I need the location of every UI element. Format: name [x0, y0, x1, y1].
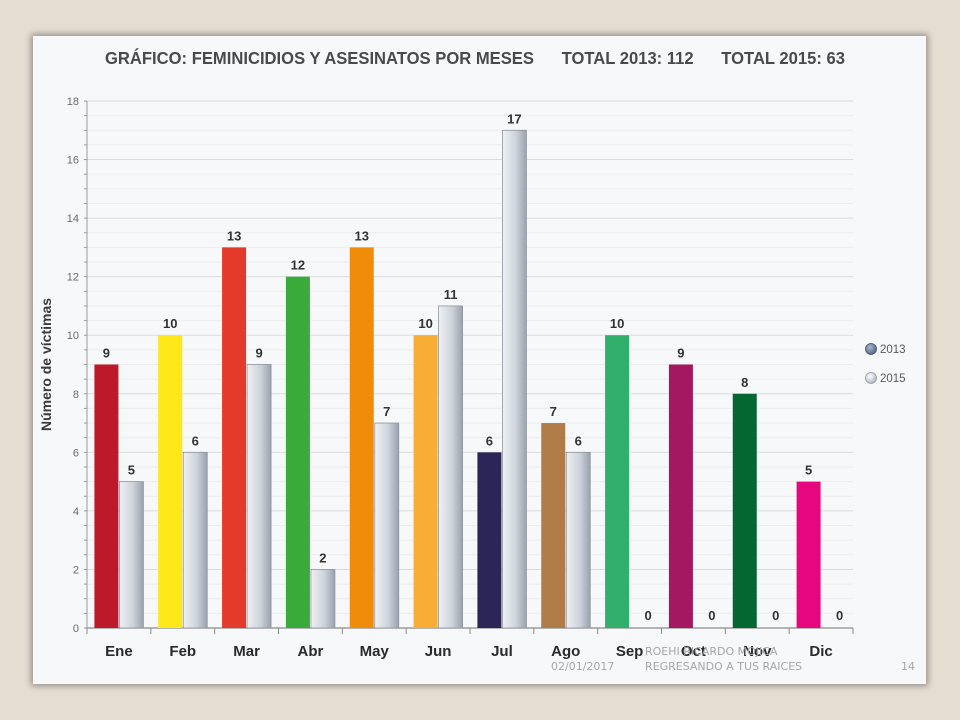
x-tick-label-ago: Ago	[551, 643, 580, 660]
bar-2013-feb	[158, 335, 183, 628]
y-tick-label: 2	[73, 564, 79, 576]
x-tick-label-may: May	[360, 643, 390, 660]
x-tick-label-nov: Nov	[743, 643, 772, 660]
legend-label-2013: 2013	[880, 344, 906, 356]
bar-2013-oct	[668, 364, 693, 628]
data-label-2013: 12	[291, 258, 305, 273]
x-tick-label-oct: Oct	[681, 643, 706, 660]
bar-2015-ene	[119, 481, 144, 629]
x-tick-label-abr: Abr	[297, 643, 323, 660]
bar-2015-jun	[438, 305, 463, 629]
y-tick-label: 8	[73, 389, 79, 401]
bar-2013-ago	[541, 423, 566, 628]
x-tick-label-feb: Feb	[169, 643, 196, 660]
data-label-2013: 9	[677, 346, 684, 361]
footer-subtitle: REGRESANDO A TUS RAICES	[645, 660, 803, 673]
bar-2013-ene	[94, 364, 119, 628]
data-label-2013: 13	[227, 228, 241, 243]
x-tick-label-jun: Jun	[425, 643, 452, 660]
data-label-2015: 11	[444, 287, 458, 302]
x-tick-label-dic: Dic	[809, 643, 832, 660]
data-label-2013: 10	[610, 316, 624, 331]
data-label-2015: 0	[644, 608, 651, 623]
footer-date: 02/01/2017	[551, 660, 615, 673]
data-label-2015: 17	[507, 111, 521, 126]
data-label-2013: 8	[741, 375, 748, 390]
bar-2013-dic	[796, 481, 821, 628]
x-tick-label-sep: Sep	[616, 643, 644, 660]
y-tick-label: 12	[67, 272, 79, 284]
x-tick-label-jul: Jul	[491, 643, 513, 660]
bar-2013-abr	[285, 276, 310, 628]
bar-2013-jul	[477, 452, 502, 628]
data-label-2013: 5	[805, 463, 812, 478]
x-tick-label-ene: Ene	[105, 643, 133, 660]
data-label-2015: 9	[255, 346, 262, 361]
bar-2015-ago	[565, 451, 591, 629]
bar-2015-jul	[502, 129, 527, 629]
data-label-2013: 6	[486, 433, 493, 448]
bar-chart: 0 2 4 6 8 10 12 14 16 18 Número de víctimas 9 5 Ene 10…	[38, 96, 906, 660]
bar-2013-mar	[222, 247, 247, 628]
data-label-2013: 10	[163, 316, 177, 331]
legend-marker-2015	[865, 372, 877, 384]
footer-author: ROEHI RICARDO MOJICA	[645, 645, 778, 658]
data-label-2015: 0	[708, 608, 715, 623]
bar-2013-sep	[605, 335, 630, 628]
data-label-2013: 10	[418, 316, 432, 331]
y-tick-label: 6	[73, 447, 79, 459]
bar-2013-jun	[413, 335, 438, 628]
y-tick-label: 18	[67, 96, 79, 108]
data-label-2015: 2	[319, 550, 326, 565]
y-tick-label: 10	[67, 330, 79, 342]
bar-2015-mar	[246, 364, 272, 629]
data-label-2015: 0	[836, 608, 843, 623]
data-label-2013: 13	[355, 228, 369, 243]
x-tick-label-mar: Mar	[233, 643, 260, 660]
y-tick-label: 14	[67, 213, 79, 225]
slide: GRÁFICO: FEMINICIDIOS Y ASESINATOS POR M…	[33, 36, 926, 684]
legend-marker-2013	[865, 343, 877, 355]
data-label-2013: 9	[103, 346, 110, 361]
data-label-2013: 7	[550, 404, 557, 419]
bar-2013-nov	[732, 393, 757, 628]
y-tick-label: 0	[73, 623, 79, 635]
bar-2015-may	[374, 422, 400, 629]
data-label-2015: 5	[128, 463, 135, 478]
data-label-2015: 6	[192, 433, 199, 448]
bar-2015-feb	[182, 451, 208, 629]
footer-page-number: 14	[901, 660, 915, 673]
data-label-2015: 6	[575, 433, 582, 448]
legend-label-2015: 2015	[880, 373, 906, 385]
data-label-2015: 7	[383, 404, 390, 419]
y-axis-label: Número de víctimas	[38, 298, 54, 431]
bar-2015-abr	[310, 569, 336, 629]
y-tick-label: 16	[67, 155, 79, 167]
bar-2013-may	[349, 247, 374, 628]
y-tick-label: 4	[73, 506, 79, 518]
data-label-2015: 0	[772, 608, 779, 623]
